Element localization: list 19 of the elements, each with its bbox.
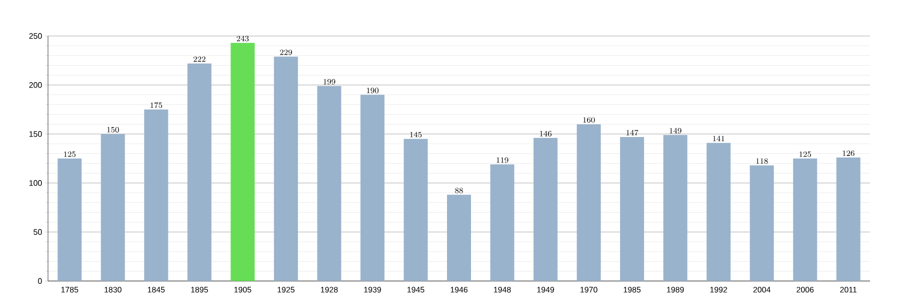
- bar: [836, 158, 860, 281]
- bar: [576, 124, 601, 281]
- bar: [447, 194, 472, 281]
- bar: [663, 134, 688, 281]
- bar: [706, 142, 731, 281]
- bar: [274, 56, 298, 281]
- bar: [793, 158, 818, 281]
- bar: [620, 136, 644, 281]
- bar: [490, 164, 514, 281]
- bar: [750, 165, 774, 281]
- bar: [100, 134, 125, 281]
- bar: [317, 86, 342, 281]
- bar: [187, 63, 212, 281]
- bar: [144, 110, 168, 281]
- bar: [360, 94, 384, 281]
- bar: [230, 42, 255, 281]
- bar: [58, 158, 82, 281]
- bar: [404, 138, 428, 281]
- bar: [534, 138, 558, 281]
